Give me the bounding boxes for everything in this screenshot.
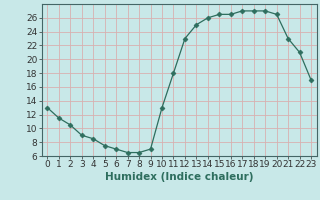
X-axis label: Humidex (Indice chaleur): Humidex (Indice chaleur) — [105, 172, 253, 182]
